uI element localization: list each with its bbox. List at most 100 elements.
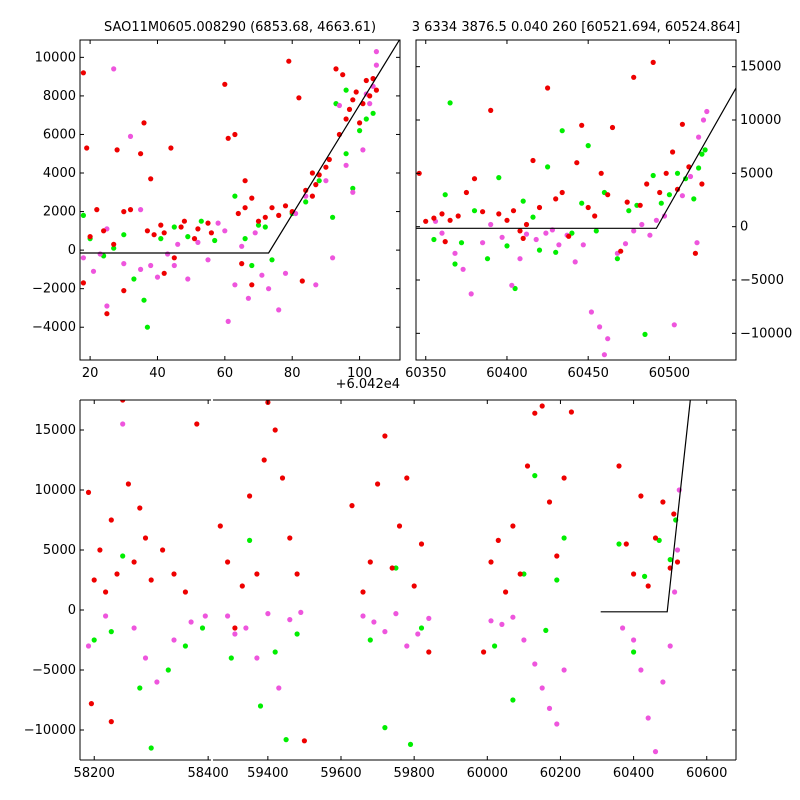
data-point [171,262,177,269]
data-point [349,503,355,509]
data-point [694,240,700,246]
data-point [637,202,643,208]
data-point [336,102,342,109]
data-point [614,256,621,262]
data-point [266,286,272,292]
data-point [471,176,478,182]
data-point [553,196,559,202]
data-point [670,149,676,155]
panel-bottom: 58200 58400 59400 59600 59800 60000 60200 60400… [24,399,737,781]
data-point [148,262,154,269]
data-point [255,222,262,228]
fit-line [600,400,691,613]
data-point [171,224,177,230]
data-point [647,232,653,238]
data-point [148,176,154,182]
data-point [286,58,292,64]
data-point [151,232,157,238]
data-point [212,237,218,244]
data-point [120,400,126,403]
data-point [656,537,662,544]
data-point [696,134,702,140]
data-point [499,621,505,628]
data-point [452,250,458,256]
data-point [160,547,166,553]
data-point [704,108,710,115]
data-point [222,228,228,234]
plot-area [416,59,736,358]
data-point [232,131,238,138]
data-point [171,637,177,643]
data-point [488,559,494,565]
data-point [517,256,523,262]
data-point [148,745,154,751]
data-point [84,145,90,151]
data-point [171,571,177,577]
data-point [671,511,677,517]
data-point [543,627,549,634]
data-point [343,116,349,122]
data-point [161,270,167,276]
data-point [561,475,567,481]
y-tick-label: 0 [740,220,748,235]
data-point [496,211,502,217]
data-point [108,629,114,635]
data-point [357,128,363,134]
data-point [375,481,381,487]
data-point [510,697,516,703]
data-point [458,240,465,246]
data-point [559,189,565,196]
data-point [249,195,255,201]
x-tick-label: 60350 [405,366,446,381]
data-point [353,89,359,95]
data-point [618,248,624,254]
data-point [272,427,278,433]
data-point [585,143,591,149]
data-point [137,505,143,511]
y-tick-label: 2000 [43,205,76,220]
data-point [520,198,526,204]
y-tick-label: 10000 [740,113,781,128]
data-point [326,156,332,163]
data-point [426,615,432,622]
data-point [333,66,339,72]
data-point [650,59,656,65]
data-point [687,173,694,180]
data-point [631,228,637,234]
data-point [492,643,498,649]
data-point [597,324,603,330]
data-point [294,631,300,637]
panel-top-right-title: 3 6334 3876.5 0.040 260 [60521.694, 6052… [412,20,741,35]
data-point [313,182,319,188]
y-tick-label: −2000 [32,282,76,297]
data-point [439,211,445,217]
data-point [350,97,356,103]
data-point [165,667,171,673]
x-tick-label: 20 [82,366,99,381]
x-tick-label: 100 [347,366,372,381]
data-point [80,212,86,218]
data-point [111,241,117,247]
data-point [363,116,369,122]
data-point [520,235,526,241]
data-point [141,120,147,126]
data-point [609,124,616,131]
data-point [257,703,264,709]
data-point [642,573,648,580]
x-tick-label: 60200 [540,766,581,781]
data-point [605,192,611,198]
x-tick-label: 60400 [486,366,527,381]
data-point [298,609,304,616]
data-point [431,236,437,243]
data-point [554,553,560,559]
data-point [215,220,221,226]
data-point [574,160,580,166]
data-point [182,643,188,649]
data-point [488,107,494,113]
y-tick-label: −5000 [32,663,76,678]
data-point [90,268,97,274]
data-point [269,205,275,211]
x-tick-label: 60500 [649,366,690,381]
data-point [181,218,187,224]
data-point [423,218,429,224]
